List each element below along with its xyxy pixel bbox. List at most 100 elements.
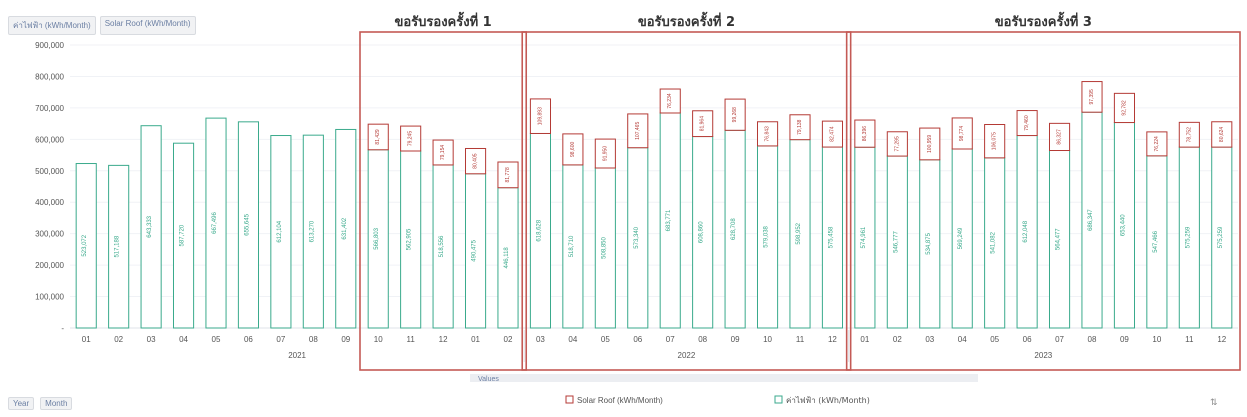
data-label-electricity: 598,952	[796, 222, 802, 244]
x-tick-label: 11	[796, 335, 805, 344]
data-label-electricity: 655,645	[244, 213, 250, 235]
data-label-electricity: 562,905	[407, 228, 413, 250]
data-label-solar: 81,778	[505, 167, 511, 183]
field-button-solar[interactable]: Solar Roof (kWh/Month)	[99, 16, 196, 35]
data-label-electricity: 653,440	[1120, 214, 1126, 236]
data-label-solar: 76,224	[1154, 136, 1160, 152]
data-label-electricity: 573,340	[634, 226, 640, 248]
data-label-solar: 80,624	[1219, 127, 1225, 143]
data-label-solar: 86,327	[1057, 129, 1063, 145]
x-tick-label: 05	[990, 335, 999, 344]
bar-electricity	[302, 134, 324, 329]
bar-solar	[497, 161, 519, 189]
bar-solar	[1146, 131, 1168, 157]
data-label-solar: 79,460	[1024, 115, 1030, 131]
data-label-solar: 79,154	[440, 145, 446, 161]
data-label-electricity: 508,850	[601, 236, 607, 258]
x-tick-label: 07	[1055, 335, 1064, 344]
data-label-electricity: 575,259	[1185, 226, 1191, 248]
annotation-frame	[359, 31, 528, 371]
bar-solar	[627, 113, 649, 149]
sort-icon[interactable]: ⇅	[1210, 397, 1218, 407]
year-label: 2022	[678, 351, 696, 360]
bar-solar	[594, 138, 616, 169]
y-tick-label: 100,000	[35, 293, 64, 302]
annotation-label: ขอรับรองครั้งที่ 3	[995, 11, 1092, 30]
data-label-solar: 77,295	[894, 136, 900, 152]
annotation-label: ขอรับรองครั้งที่ 1	[394, 11, 491, 30]
month-filter-button[interactable]: Month	[40, 397, 73, 410]
data-label-electricity: 518,710	[569, 235, 575, 257]
x-tick-label: 03	[925, 335, 934, 344]
legend-swatch-solar	[565, 395, 574, 404]
x-tick-label: 02	[504, 335, 513, 344]
x-tick-label: 05	[601, 335, 610, 344]
bar-solar	[1113, 92, 1136, 124]
data-label-solar: 100,959	[927, 135, 933, 153]
data-label-electricity: 579,038	[764, 225, 770, 247]
x-tick-label: 07	[276, 335, 285, 344]
data-label-electricity: 569,249	[958, 227, 964, 249]
x-tick-label: 04	[958, 335, 967, 344]
x-tick-label: 10	[763, 335, 772, 344]
data-label-electricity: 490,475	[472, 239, 478, 261]
legend-label-electricity: ค่าไฟฟ้า (kWh/Month)	[786, 396, 870, 405]
y-tick-label: 300,000	[35, 230, 64, 239]
data-label-electricity: 523,072	[82, 234, 88, 256]
data-label-electricity: 686,347	[1088, 209, 1094, 231]
bar-solar	[789, 114, 811, 141]
data-label-solar: 79,138	[797, 119, 803, 135]
y-tick-label: 800,000	[35, 72, 64, 81]
x-tick-label: 07	[666, 335, 675, 344]
bar-solar	[562, 133, 584, 166]
pivot-field-buttons: ค่าไฟฟ้า (kWh/Month) Solar Roof (kWh/Mon…	[8, 16, 196, 35]
data-label-solar: 106,075	[992, 132, 998, 150]
data-label-electricity: 613,270	[309, 220, 315, 242]
x-tick-label: 02	[114, 335, 123, 344]
data-label-solar: 98,774	[959, 126, 965, 142]
y-tick-label: 700,000	[35, 104, 64, 113]
data-label-electricity: 612,104	[277, 220, 283, 242]
values-label: Values	[478, 376, 499, 383]
bar-solar	[854, 119, 876, 148]
bar-solar	[724, 98, 746, 131]
x-tick-label: 08	[1088, 335, 1097, 344]
x-tick-label: 01	[860, 335, 869, 344]
annotation-label: ขอรับรองครั้งที่ 2	[638, 11, 735, 30]
data-label-solar: 86,396	[862, 126, 868, 142]
x-tick-label: 06	[633, 335, 642, 344]
x-tick-label: 09	[731, 335, 740, 344]
data-label-solar: 81,964	[700, 116, 706, 132]
field-button-electricity[interactable]: ค่าไฟฟ้า (kWh/Month)	[8, 16, 96, 35]
data-label-electricity: 631,402	[342, 217, 348, 239]
bar-electricity	[172, 142, 195, 329]
y-tick-label: 200,000	[35, 261, 64, 270]
data-label-electricity: 546,777	[893, 231, 899, 253]
bar-solar	[951, 117, 973, 150]
data-label-electricity: 643,333	[147, 215, 153, 237]
data-label-electricity: 446,118	[504, 247, 510, 269]
data-label-electricity: 566,803	[374, 227, 380, 249]
bar-solar	[659, 88, 681, 114]
data-label-electricity: 667,496	[212, 212, 218, 234]
annotation-frame	[521, 31, 852, 371]
x-tick-label: 12	[1217, 335, 1226, 344]
data-label-electricity: 628,708	[731, 218, 737, 240]
bar-solar	[1178, 121, 1200, 148]
x-tick-label: 04	[568, 335, 577, 344]
data-label-electricity: 534,875	[926, 232, 932, 254]
data-label-solar: 76,843	[765, 126, 771, 142]
data-label-solar: 78,752	[1186, 127, 1192, 143]
year-filter-button[interactable]: Year	[8, 397, 35, 410]
x-tick-label: 03	[536, 335, 545, 344]
data-label-electricity: 518,556	[439, 235, 445, 257]
bar-solar	[1016, 110, 1038, 137]
legend-swatch-electricity	[774, 395, 783, 404]
bar-solar	[1211, 121, 1233, 148]
bar-solar	[529, 98, 552, 134]
data-label-electricity: 618,628	[536, 219, 542, 241]
x-tick-label: 06	[244, 335, 253, 344]
x-tick-label: 12	[439, 335, 448, 344]
data-label-solar: 80,405	[473, 153, 479, 169]
data-label-solar: 109,893	[537, 107, 543, 125]
